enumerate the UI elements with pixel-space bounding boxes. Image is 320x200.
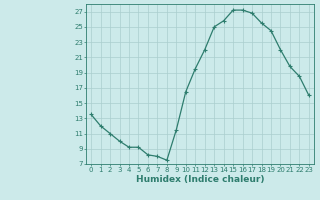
X-axis label: Humidex (Indice chaleur): Humidex (Indice chaleur) [136,175,264,184]
